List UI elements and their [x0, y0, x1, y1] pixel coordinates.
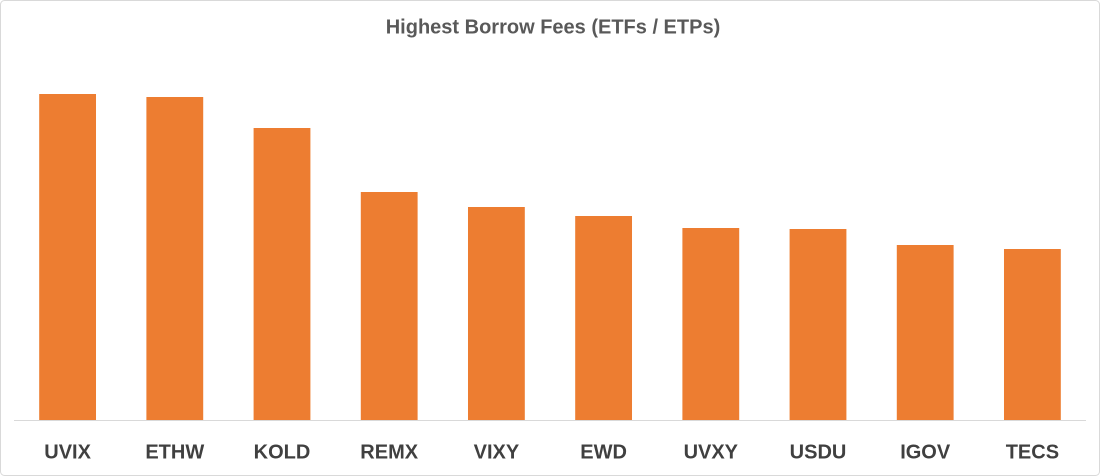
bar — [467, 207, 525, 420]
bar — [1003, 249, 1061, 420]
x-tick-label: KOLD — [254, 441, 311, 463]
bar — [146, 97, 204, 420]
bar — [896, 245, 954, 420]
x-tick-label: IGOV — [900, 441, 951, 463]
bar — [253, 128, 311, 420]
x-tick-label: UVXY — [684, 441, 739, 463]
x-tick-label: REMX — [360, 441, 418, 463]
x-tick-label: EWD — [580, 441, 627, 463]
x-tick-label: VIXY — [474, 441, 520, 463]
x-tick-label: USDU — [790, 441, 847, 463]
bar — [39, 94, 97, 420]
bar — [360, 192, 418, 420]
x-tick-label: TECS — [1006, 441, 1059, 463]
bar — [575, 216, 633, 420]
x-tick-label: UVIX — [44, 441, 91, 463]
x-tick-label: ETHW — [145, 441, 204, 463]
bar — [682, 228, 740, 420]
chart-title: Highest Borrow Fees (ETFs / ETPs) — [386, 16, 721, 38]
bar — [789, 229, 847, 420]
